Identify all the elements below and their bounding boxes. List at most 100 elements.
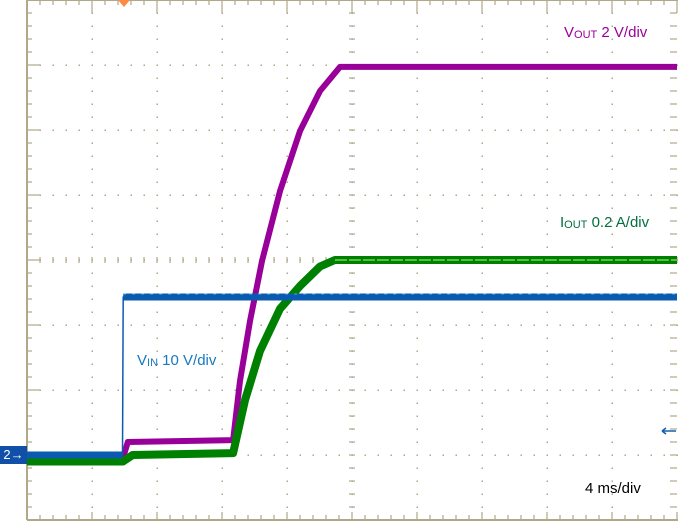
- grid-dot: [78, 64, 80, 66]
- grid-dot: [364, 129, 366, 131]
- grid-dot: [156, 337, 158, 339]
- grid-dot: [156, 285, 158, 287]
- grid-dot: [91, 155, 93, 157]
- grid-dot: [130, 129, 132, 131]
- grid-dot: [312, 389, 314, 391]
- grid-dot: [676, 389, 678, 391]
- grid-dot: [442, 324, 444, 326]
- grid-dot: [676, 324, 678, 326]
- grid-dot: [468, 129, 470, 131]
- grid-dot: [221, 64, 223, 66]
- grid-dot: [286, 428, 288, 430]
- grid-dot: [286, 129, 288, 131]
- grid-dot: [286, 454, 288, 456]
- grid-dot: [650, 324, 652, 326]
- grid-dot: [156, 90, 158, 92]
- grid-dot: [273, 129, 275, 131]
- grid-dot: [507, 129, 509, 131]
- grid-dot: [429, 324, 431, 326]
- grid-dot: [156, 311, 158, 313]
- grid-dot: [286, 389, 288, 391]
- grid-dot: [546, 506, 548, 508]
- grid-dot: [221, 142, 223, 144]
- grid-dot: [325, 454, 327, 456]
- grid-dot: [611, 25, 613, 27]
- grid-dot: [598, 129, 600, 131]
- grid-dot: [156, 103, 158, 105]
- grid-dot: [364, 454, 366, 456]
- grid-dot: [91, 142, 93, 144]
- grid-dot: [286, 402, 288, 404]
- grid-dot: [299, 454, 301, 456]
- grid-dot: [416, 324, 418, 326]
- grid-dot: [650, 389, 652, 391]
- grid-dot: [416, 363, 418, 365]
- grid-dot: [572, 454, 574, 456]
- grid-dot: [416, 506, 418, 508]
- grid-dot: [572, 194, 574, 196]
- grid-dot: [546, 415, 548, 417]
- grid-dot: [455, 454, 457, 456]
- grid-dot: [338, 129, 340, 131]
- grid-dot: [455, 129, 457, 131]
- grid-dot: [156, 233, 158, 235]
- grid-dot: [156, 220, 158, 222]
- grid-dot: [273, 194, 275, 196]
- grid-dot: [286, 181, 288, 183]
- grid-dot: [546, 207, 548, 209]
- grid-dot: [611, 415, 613, 417]
- grid-dot: [676, 194, 678, 196]
- ground-marker-ch2: 2→: [0, 446, 27, 464]
- grid-dot: [91, 168, 93, 170]
- grid-dot: [390, 389, 392, 391]
- grid-dot: [39, 389, 41, 391]
- grid-dot: [156, 415, 158, 417]
- grid-dot: [637, 454, 639, 456]
- grid-dot: [611, 324, 613, 326]
- grid-dot: [91, 25, 93, 27]
- grid-dot: [611, 207, 613, 209]
- grid-dot: [260, 389, 262, 391]
- grid-dot: [611, 402, 613, 404]
- grid-dot: [221, 506, 223, 508]
- grid-dot: [234, 389, 236, 391]
- grid-dot: [91, 129, 93, 131]
- grid-dot: [546, 337, 548, 339]
- grid-dot: [416, 428, 418, 430]
- grid-dot: [442, 129, 444, 131]
- grid-dot: [78, 324, 80, 326]
- grid-dot: [65, 324, 67, 326]
- grid-dot: [156, 506, 158, 508]
- grid-dot: [260, 64, 262, 66]
- vout-label: VOUT 2 V/div: [564, 24, 648, 41]
- grid-dot: [143, 64, 145, 66]
- grid-dot: [91, 220, 93, 222]
- grid-dot: [91, 90, 93, 92]
- grid-dot: [611, 428, 613, 430]
- grid-dot: [416, 181, 418, 183]
- grid-dot: [481, 233, 483, 235]
- grid-dot: [221, 337, 223, 339]
- grid-dot: [286, 116, 288, 118]
- grid-dot: [611, 51, 613, 53]
- grid-dot: [104, 389, 106, 391]
- grid-dot: [221, 311, 223, 313]
- grid-dot: [91, 493, 93, 495]
- grid-dot: [442, 454, 444, 456]
- grid-dot: [481, 272, 483, 274]
- grid-dot: [286, 220, 288, 222]
- grid-dot: [416, 467, 418, 469]
- grid-dot: [585, 129, 587, 131]
- grid-dot: [156, 428, 158, 430]
- grid-dot: [91, 194, 93, 196]
- grid-dot: [169, 194, 171, 196]
- grid-dot: [117, 324, 119, 326]
- grid-dot: [286, 142, 288, 144]
- grid-dot: [286, 51, 288, 53]
- grid-dot: [559, 389, 561, 391]
- grid-dot: [156, 142, 158, 144]
- grid-dot: [286, 103, 288, 105]
- grid-dot: [546, 272, 548, 274]
- grid-dot: [546, 285, 548, 287]
- grid-dot: [416, 493, 418, 495]
